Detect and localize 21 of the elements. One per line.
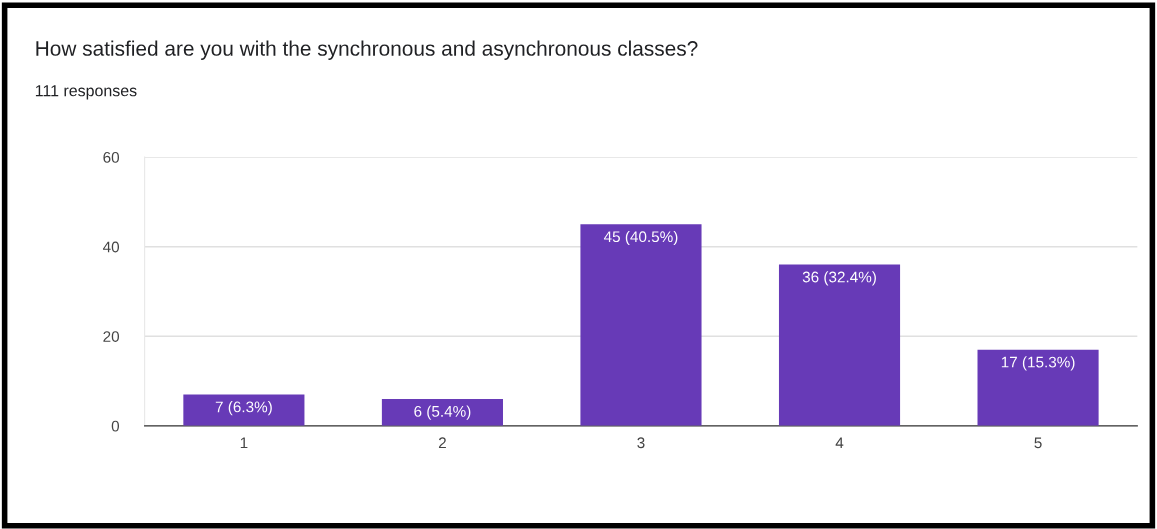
- x-tick-label: 3: [637, 437, 645, 449]
- bar: [183, 394, 305, 426]
- bar: [778, 264, 901, 426]
- data-label: 17 (15.3%): [1001, 356, 1075, 371]
- data-label: 7 (6.3%): [215, 401, 272, 416]
- chart-subtitle: 111 responses: [35, 85, 137, 100]
- x-tick-label: 4: [835, 437, 844, 449]
- chart-title: How satisfied are you with the synchronous and asynchronous classes?: [36, 40, 698, 60]
- x-tick-label: 2: [438, 437, 446, 449]
- bar: [580, 224, 702, 426]
- x-tick-label: 5: [1034, 437, 1042, 449]
- y-tick-label: 40: [102, 241, 120, 253]
- bar: [977, 349, 1099, 426]
- y-tick-label: 0: [111, 420, 120, 432]
- y-tick-label: 60: [103, 151, 120, 163]
- bar: [381, 398, 503, 426]
- data-label: 36 (32.4%): [802, 271, 876, 286]
- y-tick-label: 20: [103, 331, 120, 342]
- data-label: 45 (40.5%): [603, 230, 678, 246]
- data-label: 6 (5.4%): [414, 405, 471, 420]
- x-tick-label: 1: [240, 437, 248, 449]
